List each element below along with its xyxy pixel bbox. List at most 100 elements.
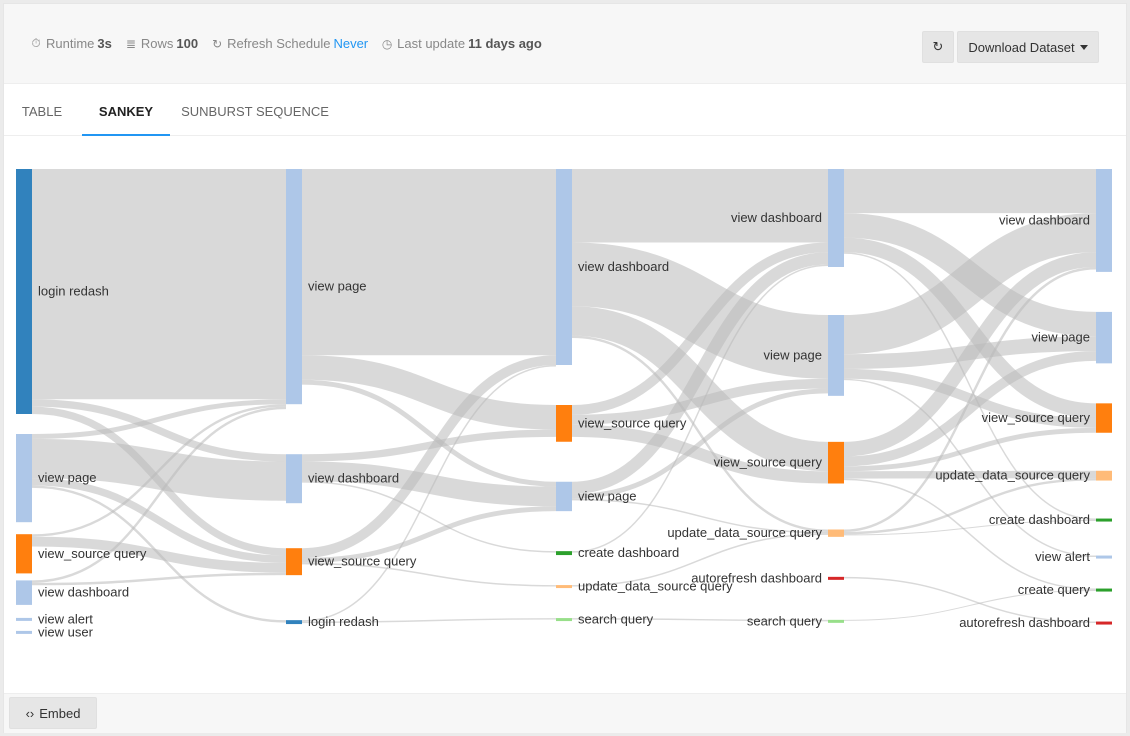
download-dataset-label: Download Dataset	[968, 39, 1075, 55]
sankey-link-s1_login-s2_vsq[interactable]	[31, 406, 287, 556]
sankey-node-s4_page[interactable]	[828, 315, 844, 396]
sankey-link-s2_dash-s3_cdash[interactable]	[301, 481, 557, 553]
sankey-link-s4_udsq-s5_cdash[interactable]	[843, 520, 1097, 536]
sankey-link-s4_page-s5_page[interactable]	[843, 336, 1097, 369]
tab-sankey[interactable]: SANKEY	[82, 92, 170, 136]
sankey-link-s1_dash-s2_page[interactable]	[31, 406, 287, 583]
sankey-node-s5_vsq[interactable]	[1096, 403, 1112, 433]
sankey-node-s4_vsq[interactable]	[828, 441, 844, 484]
tab-table[interactable]: TABLE	[21, 104, 63, 119]
sankey-link-s3_page-s4_page[interactable]	[571, 388, 829, 499]
sankey-node-s1_login[interactable]	[16, 169, 32, 414]
sankey-node-s4_udsq[interactable]	[828, 529, 844, 537]
sankey-node-s1_alert[interactable]	[16, 617, 32, 621]
refresh-button[interactable]: ↻	[922, 31, 954, 63]
sankey-node-s1_vsq[interactable]	[16, 534, 32, 574]
sankey-link-s1_page-s2_page[interactable]	[31, 399, 287, 439]
sankey-link-s2_dash-s3_vsq[interactable]	[301, 429, 557, 462]
sankey-link-s2_dash-s3_page[interactable]	[301, 461, 557, 507]
sankey-node-label-s1_alert: view alert	[38, 611, 93, 626]
sankey-link-s4_auto-s5_auto[interactable]	[843, 576, 1097, 624]
sankey-link-s1_page-s2_vsq[interactable]	[31, 478, 287, 563]
sankey-node-s5_auto[interactable]	[1096, 621, 1112, 625]
sankey-link-s2_vsq-s3_dash[interactable]	[301, 355, 557, 558]
sankey-node-label-s2_page: view page	[308, 279, 367, 294]
sankey-link-s3_udsq-s4_udsq[interactable]	[571, 533, 829, 587]
sankey-link-s4_dash-s5_vsq[interactable]	[843, 237, 1097, 419]
sankey-node-s1_user[interactable]	[16, 630, 32, 634]
sankey-node-label-s5_dash: view dashboard	[999, 212, 1090, 227]
sankey-link-s4_search-s5_cquery[interactable]	[843, 590, 1097, 621]
runtime-info: ⏱ Runtime 3s	[29, 36, 112, 51]
code-icon: ‹›	[25, 705, 35, 721]
sankey-link-s1_page-s2_dash[interactable]	[31, 438, 287, 501]
sankey-link-s3_dash-s4_page[interactable]	[571, 242, 829, 379]
sankey-link-s4_vsq-s5_cquery[interactable]	[843, 478, 1097, 591]
download-dataset-button[interactable]: Download Dataset	[957, 31, 1099, 63]
sankey-node-label-s4_vsq: view_source query	[714, 455, 823, 470]
sankey-node-s5_page[interactable]	[1096, 311, 1112, 364]
sankey-node-s3_search[interactable]	[556, 618, 572, 622]
sankey-link-s2_login-s3_search[interactable]	[301, 618, 557, 624]
sankey-link-s4_dash-s5_cdash[interactable]	[843, 252, 1097, 521]
sankey-node-s3_cdash[interactable]	[556, 551, 572, 556]
refresh-schedule-link[interactable]: Never	[333, 36, 369, 51]
sankey-link-s3_dash-s4_vsq[interactable]	[571, 306, 829, 472]
sankey-node-s3_vsq[interactable]	[556, 405, 572, 442]
sankey-link-s3_page-s4_udsq[interactable]	[571, 498, 829, 534]
sankey-link-s4_page-s5_alert[interactable]	[843, 378, 1097, 558]
sankey-chart: login redash view page view_source query vi…	[4, 137, 1126, 693]
sankey-link-s3_vsq-s4_vsq[interactable]	[571, 424, 829, 484]
sankey-node-s1_dash[interactable]	[16, 580, 32, 605]
sankey-node-s4_auto[interactable]	[828, 576, 844, 580]
sankey-link-s2_vsq-s3_page[interactable]	[301, 506, 557, 563]
query-meta-header: ⏱ Runtime 3s ≣ Rows 100 ↻ Refresh Schedu…	[4, 4, 1126, 84]
sankey-node-label-s1_dash: view dashboard	[38, 585, 129, 600]
sankey-svg: login redash view page view_source query vi…	[16, 168, 1112, 639]
sankey-link-s4_dash-s5_page[interactable]	[843, 213, 1097, 337]
sankey-node-label-s1_user: view user	[38, 624, 94, 639]
sankey-link-s3_dash-s4_udsq[interactable]	[571, 335, 829, 532]
sankey-node-s2_vsq[interactable]	[286, 548, 302, 576]
sankey-node-label-s1_page: view page	[38, 470, 97, 485]
sankey-node-label-s5_vsq: view_source query	[982, 410, 1091, 425]
footer-bar: ‹› Embed	[4, 693, 1126, 733]
stopwatch-icon: ⏱	[31, 36, 41, 50]
sankey-node-s5_udsq[interactable]	[1096, 470, 1112, 481]
sankey-link-s4_vsq-s5_vsq[interactable]	[843, 427, 1097, 472]
sankey-link-s4_udsq-s5_udsq[interactable]	[843, 478, 1097, 535]
sankey-link-s1_page-s2_login[interactable]	[31, 485, 287, 623]
sankey-node-s3_page[interactable]	[556, 481, 572, 512]
rows-value: 100	[176, 36, 199, 51]
refresh-schedule-label: Refresh Schedule	[227, 36, 331, 51]
last-update-label: Last update	[397, 36, 466, 51]
tab-sunburst-sequence[interactable]: SUNBURST SEQUENCE	[181, 104, 329, 119]
sankey-node-s2_login[interactable]	[286, 620, 302, 625]
sankey-link-s2_page-s3_page[interactable]	[301, 379, 557, 487]
sankey-node-label-s5_page: view page	[1031, 330, 1090, 345]
sankey-node-s2_page[interactable]	[286, 169, 302, 405]
sankey-node-s1_page[interactable]	[16, 434, 32, 523]
sankey-node-s5_cquery[interactable]	[1096, 588, 1112, 592]
sankey-link-s2_vsq-s3_udsq[interactable]	[301, 562, 557, 587]
sankey-link-s2_page-s3_vsq[interactable]	[301, 355, 557, 430]
sankey-node-s5_dash[interactable]	[1096, 169, 1112, 272]
sankey-node-label-s5_alert: view alert	[1035, 549, 1090, 564]
sankey-link-s4_page-s5_vsq[interactable]	[843, 368, 1097, 428]
sankey-link-s4_vsq-s5_page[interactable]	[843, 351, 1097, 467]
sankey-node-s3_udsq[interactable]	[556, 585, 572, 589]
sankey-link-s1_login-s2_dash[interactable]	[31, 399, 287, 462]
sankey-link-s4_vsq-s5_udsq[interactable]	[843, 470, 1097, 479]
sankey-node-s2_dash[interactable]	[286, 454, 302, 504]
sankey-node-label-s5_auto: autorefresh dashboard	[959, 615, 1090, 630]
sankey-node-s5_alert[interactable]	[1096, 555, 1112, 559]
sankey-link-s3_search-s4_search[interactable]	[571, 618, 829, 622]
sankey-node-s4_dash[interactable]	[828, 169, 844, 267]
sankey-link-s1_dash-s2_vsq[interactable]	[31, 572, 287, 586]
caret-down-icon	[1079, 44, 1088, 50]
sankey-node-s4_search[interactable]	[828, 619, 844, 623]
embed-button[interactable]: ‹› Embed	[9, 697, 97, 729]
sankey-node-label-s3_vsq: view_source query	[578, 415, 687, 430]
sankey-node-s3_dash[interactable]	[556, 169, 572, 365]
sankey-node-s5_cdash[interactable]	[1096, 518, 1112, 522]
